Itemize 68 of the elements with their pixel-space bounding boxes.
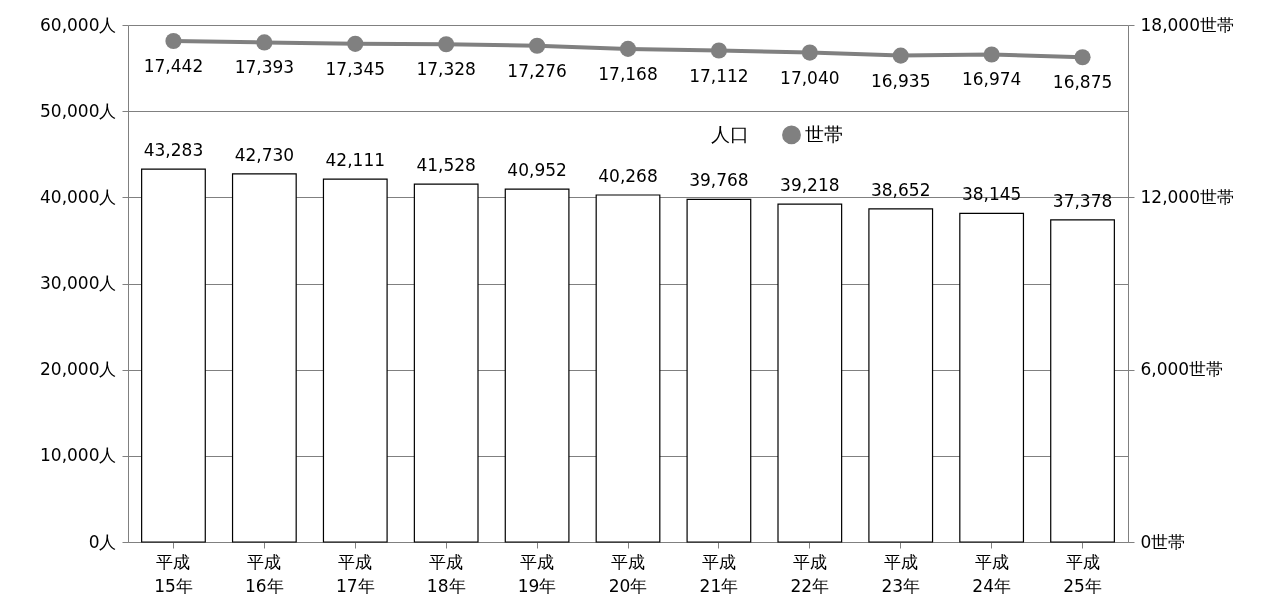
y-tick-label: 20,000人: [40, 359, 117, 380]
data-label: 38,145: [961, 184, 1022, 205]
y-tick-label: 10,000人: [40, 445, 117, 466]
data-label: 16,935: [870, 70, 931, 91]
data-label: 43,283: [143, 140, 204, 161]
x-tick-label: 平成 21年: [699, 551, 739, 596]
y-tick-label: 60,000人: [40, 14, 117, 35]
bar: [413, 183, 479, 543]
bar: [686, 198, 752, 543]
data-label: 17,168: [598, 63, 658, 84]
data-label: 39,768: [689, 170, 749, 191]
text: 人口: [711, 122, 749, 145]
data-label: 37,378: [1052, 190, 1113, 211]
point: [710, 42, 727, 59]
bar: [231, 173, 297, 543]
data-label: 17,328: [416, 59, 476, 80]
point: [1074, 49, 1091, 66]
data-label: 38,652: [870, 179, 931, 200]
y-tick-label: 30,000人: [40, 273, 117, 293]
bar: [322, 178, 388, 543]
data-label: 17,276: [507, 60, 567, 81]
x-tick-label: 平成 16年: [245, 551, 284, 596]
point: [347, 35, 364, 52]
data-label: 17,112: [689, 65, 749, 86]
point: [801, 44, 818, 61]
data-label: 17,040: [780, 67, 840, 88]
bar: [959, 212, 1025, 543]
y-tick-label: 0人: [88, 531, 117, 552]
data-label: 17,345: [325, 58, 386, 79]
point: [529, 37, 546, 54]
point: [165, 32, 182, 50]
bar: [595, 194, 661, 543]
x-tick-label: 平成 22年: [790, 551, 830, 596]
y2-tick-label: 0世帯: [1140, 531, 1186, 552]
x-tick-label: 平成 25年: [1063, 551, 1102, 596]
bar: [777, 203, 843, 543]
bar: [504, 188, 570, 543]
x-tick-label: 平成 23年: [881, 551, 921, 596]
bar: [868, 208, 934, 543]
legend-label: 世帯: [805, 122, 843, 145]
x-tick-label: 平成 15年: [154, 551, 193, 596]
y-tick-label: 50,000人: [40, 100, 117, 121]
data-label: 41,528: [416, 155, 476, 176]
x-tick-label: 平成 24年: [972, 551, 1011, 596]
data-label: 17,442: [143, 56, 204, 77]
data-label: 40,268: [598, 166, 658, 187]
data-label: 16,875: [1052, 72, 1113, 93]
x-tick-label: 平成 17年: [335, 551, 375, 596]
data-label: 16,974: [961, 69, 1022, 90]
x-tick-label: 平成 19年: [517, 551, 557, 596]
data-label: 39,218: [780, 175, 840, 196]
data-label: 42,730: [234, 144, 295, 165]
y-tick-label: 40,000人: [40, 186, 117, 207]
data-label: 40,952: [507, 160, 567, 181]
data-label: 17,393: [234, 57, 295, 78]
bar: [1050, 219, 1115, 543]
y2-tick-label: 6,000世帯: [1140, 359, 1224, 380]
point: [256, 34, 273, 51]
point: [438, 36, 455, 53]
x-tick-label: 平成 18年: [426, 551, 466, 596]
bar: [141, 168, 206, 543]
data-label: 42,111: [325, 150, 386, 171]
point: [892, 47, 909, 64]
point: [619, 40, 637, 57]
point: [983, 46, 1000, 63]
y2-tick-label: 18,000世帯: [1140, 14, 1234, 35]
y2-tick-label: 12,000世帯: [1140, 186, 1234, 207]
x-tick-label: 平成 20年: [608, 551, 648, 596]
